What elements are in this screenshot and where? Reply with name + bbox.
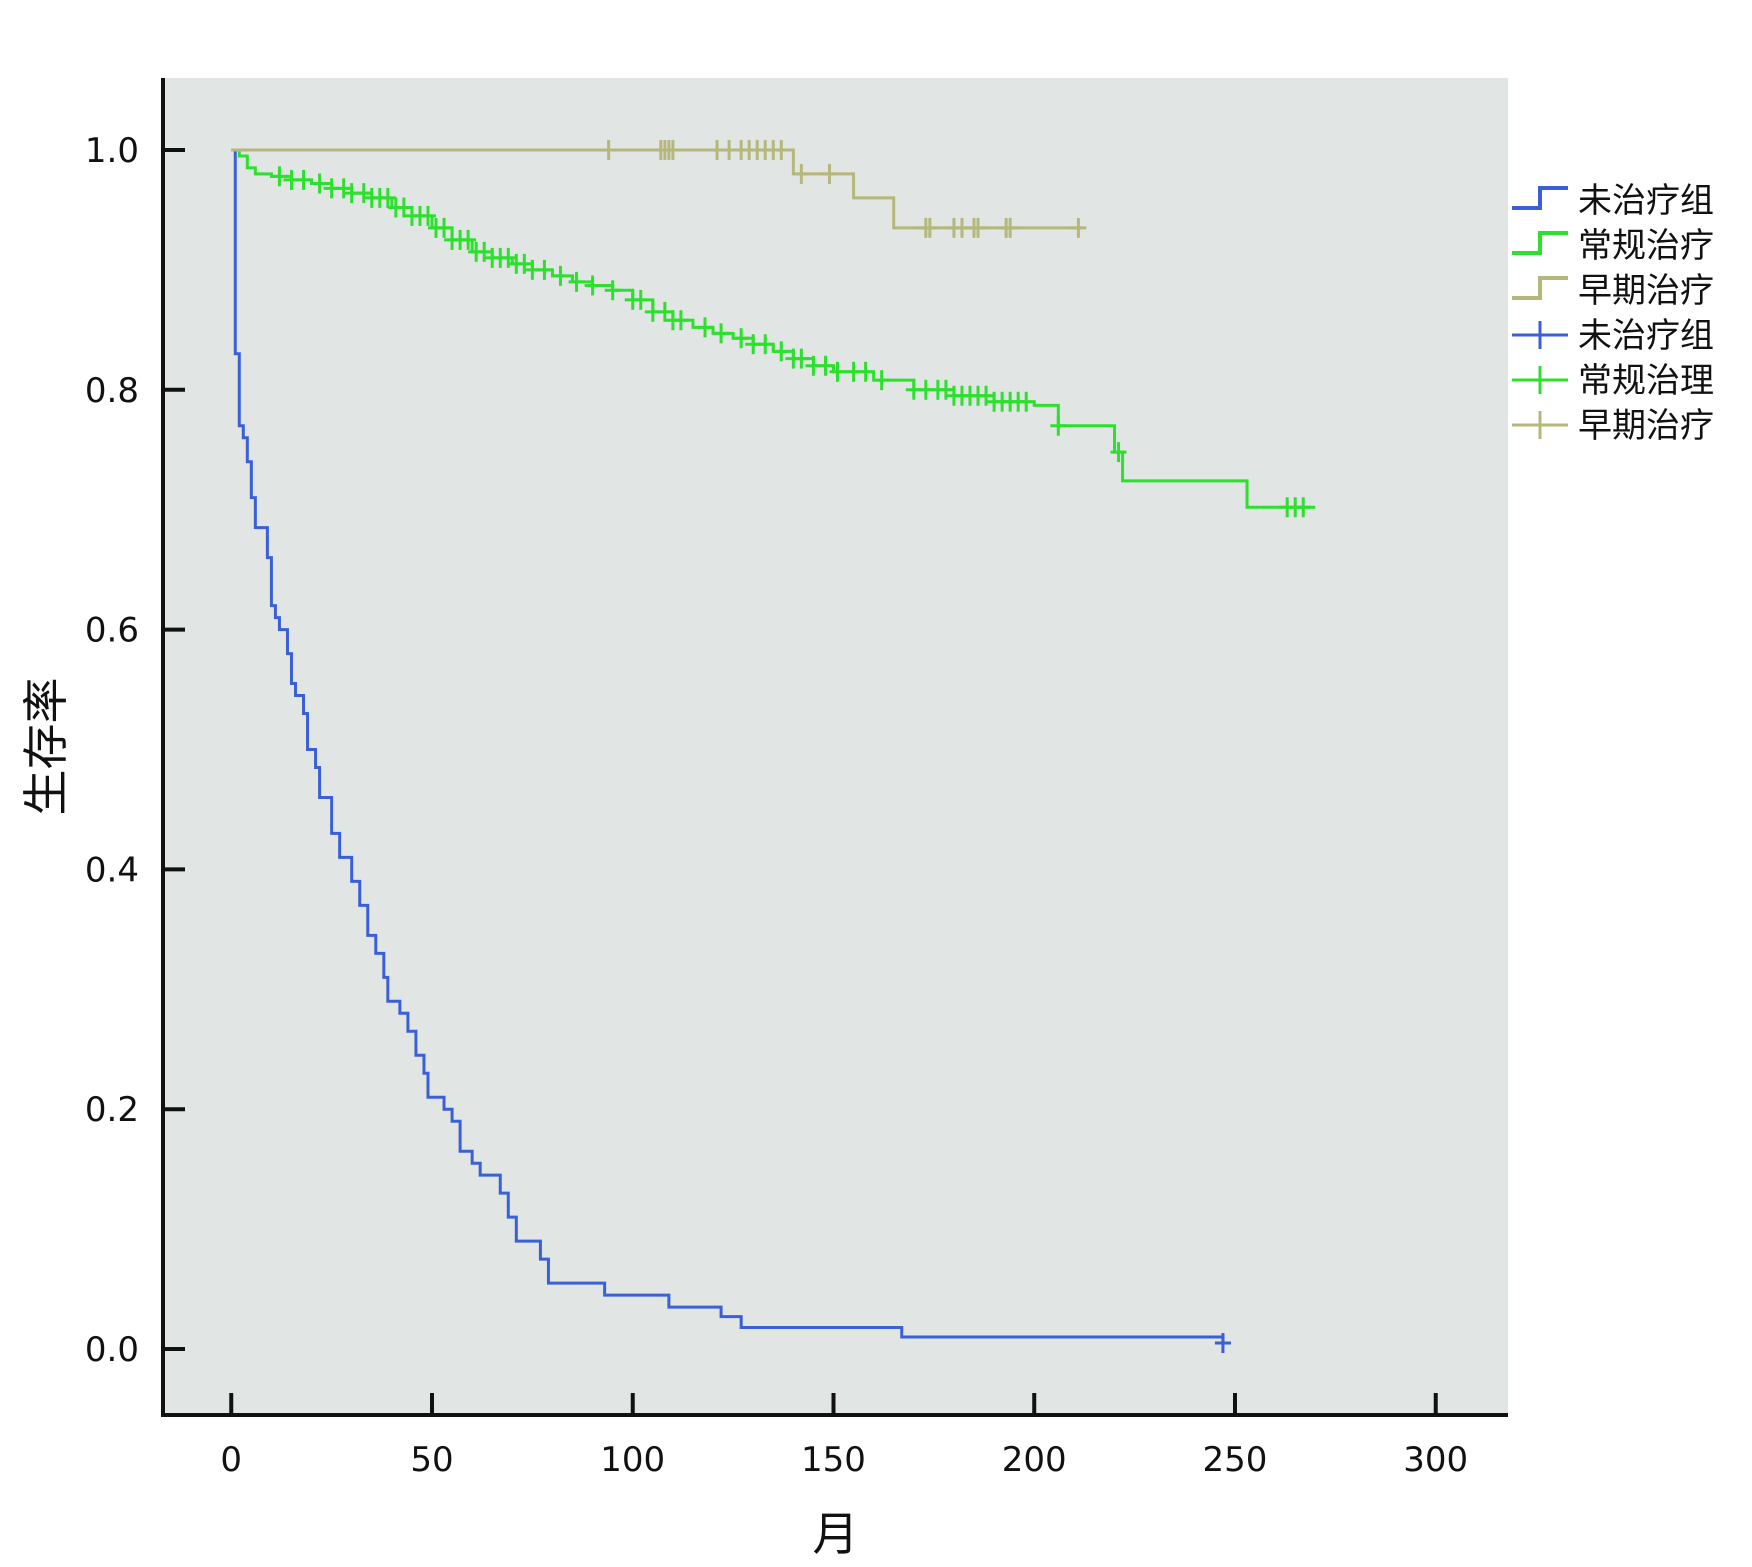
survival-curve (231, 148, 1083, 230)
x-tick-label: 300 (1403, 1440, 1468, 1480)
legend-label: 未治疗组 (1578, 181, 1714, 221)
legend-item-1: 常规治疗 (1512, 226, 1714, 266)
x-tick-label: 250 (1203, 1440, 1268, 1480)
legend-item-2: 早期治疗 (1512, 271, 1714, 311)
legend-label: 早期治疗 (1578, 406, 1714, 446)
x-tick-label: 0 (220, 1440, 242, 1480)
series-2 (231, 139, 1087, 238)
legend-item-0: 未治疗组 (1512, 181, 1714, 221)
x-tick-label: 200 (1002, 1440, 1067, 1480)
y-axis-title: 生存率 (19, 678, 73, 816)
legend-step-swatch (1512, 231, 1568, 255)
legend-item-4: 常规治理 (1512, 361, 1714, 401)
y-tick-label: 0.2 (85, 1090, 139, 1130)
series-1 (231, 148, 1316, 518)
y-tick-label: 0.8 (85, 371, 139, 411)
legend-label: 早期治疗 (1578, 271, 1714, 311)
legend-step-swatch (1512, 276, 1568, 300)
survival-curve (233, 149, 1225, 1344)
y-tick-label: 0.6 (85, 611, 139, 651)
legend-label: 常规治理 (1578, 361, 1714, 401)
legend-item-3: 未治疗组 (1512, 316, 1714, 356)
x-axis: 0 50 100 150 200 250 300 (161, 1393, 1508, 1480)
plot-area (163, 78, 1508, 1415)
x-tick-label: 150 (801, 1440, 866, 1480)
x-axis-title: 月 (813, 1507, 859, 1561)
series-0 (233, 149, 1231, 1354)
y-tick-label: 0.0 (85, 1330, 139, 1370)
y-axis: 0.0 0.2 0.4 0.6 0.8 1.0 (85, 78, 185, 1417)
legend-item-5: 早期治疗 (1512, 406, 1714, 446)
x-tick-label: 100 (600, 1440, 665, 1480)
y-tick-label: 0.4 (85, 850, 139, 890)
legend-label: 常规治疗 (1578, 226, 1714, 266)
x-tick-label: 50 (410, 1440, 453, 1480)
y-tick-label: 1.0 (85, 131, 139, 171)
series-layer (231, 139, 1316, 1354)
legend-label: 未治疗组 (1578, 316, 1714, 356)
legend-step-swatch (1512, 186, 1568, 210)
